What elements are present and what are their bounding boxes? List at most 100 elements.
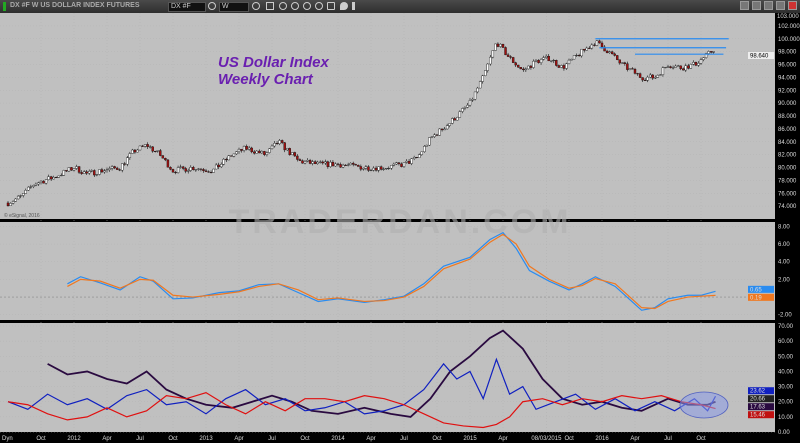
- candle-body: [438, 128, 441, 136]
- status-indicator: [3, 2, 6, 11]
- candle-body: [319, 161, 322, 163]
- candle-body: [659, 74, 662, 76]
- candle-body: [595, 40, 599, 46]
- symbol-select[interactable]: DX #F: [168, 2, 206, 12]
- candle-body: [49, 176, 53, 180]
- candle-body: [187, 170, 190, 172]
- candle-body: [400, 163, 403, 167]
- pencil-icon[interactable]: [266, 2, 274, 10]
- highlight-ellipse: [679, 391, 729, 419]
- candle-body: [616, 55, 619, 60]
- candle-body: [491, 50, 495, 58]
- y-tick-label: 94.000: [778, 75, 797, 81]
- candle-body: [275, 143, 279, 145]
- facebook-icon[interactable]: [352, 2, 355, 10]
- x-tick-label: Oct: [168, 436, 178, 442]
- candle-body: [385, 168, 388, 170]
- x-tick-label: Apr: [498, 436, 507, 442]
- candle-body: [461, 108, 464, 112]
- help-button[interactable]: [740, 1, 749, 10]
- candle-body: [433, 134, 436, 137]
- candle-body: [709, 51, 713, 53]
- x-tick-label: 2015: [463, 436, 477, 442]
- candle-body: [539, 59, 543, 63]
- candle-body: [184, 168, 187, 172]
- candle-body: [496, 43, 500, 47]
- x-tick-label: 2013: [199, 436, 213, 442]
- candle-body: [232, 153, 236, 157]
- candle-body: [154, 150, 157, 152]
- candle-body: [55, 177, 58, 179]
- search-icon[interactable]: [303, 2, 311, 10]
- candle-body: [95, 174, 99, 176]
- candle-body: [313, 161, 317, 164]
- candle-body: [456, 117, 459, 121]
- dyn-label: Dyn: [2, 436, 13, 442]
- chart-annotation-line2: Weekly Chart: [218, 71, 314, 88]
- candle-body: [245, 145, 248, 150]
- indicator-value-label: 23.62: [750, 389, 766, 395]
- candle-body: [451, 118, 454, 124]
- candle-body: [626, 63, 629, 70]
- close-button[interactable]: [788, 1, 797, 10]
- candle-body: [324, 161, 327, 164]
- candle-body: [654, 77, 657, 79]
- indicator-value-marker: [748, 387, 774, 395]
- link-icon[interactable]: [315, 2, 323, 10]
- candle-body: [321, 161, 324, 164]
- candle-body: [560, 65, 563, 68]
- candle-body: [263, 151, 266, 155]
- candle-body: [296, 155, 299, 160]
- candle-body: [108, 168, 111, 170]
- candle-body: [679, 65, 682, 69]
- twitter-icon[interactable]: [340, 2, 348, 10]
- zoom-icon[interactable]: [279, 2, 287, 10]
- candle-body: [547, 55, 550, 62]
- candle-body: [222, 158, 225, 165]
- candle-body: [82, 171, 86, 174]
- interval-select[interactable]: W: [219, 2, 249, 12]
- candle-body: [572, 55, 576, 60]
- panel-2-price-scale: [775, 222, 800, 320]
- maximize-button[interactable]: [776, 1, 785, 10]
- minimize-button[interactable]: [764, 1, 773, 10]
- settings-icon[interactable]: [291, 2, 299, 10]
- candle-body: [605, 50, 609, 53]
- candle-body: [463, 107, 467, 109]
- panel-2-series-2-line: [67, 233, 716, 310]
- y-tick-label: 40.00: [778, 369, 794, 375]
- window-title: DX #F W US DOLLAR INDEX FUTURES: [10, 2, 140, 9]
- y-tick-label: 70.00: [778, 324, 794, 330]
- panel-2-series-1-line: [67, 231, 716, 311]
- candle-body: [362, 168, 365, 170]
- candle-body: [118, 169, 121, 171]
- symbol-refresh-icon[interactable]: [208, 2, 216, 10]
- candle-body: [613, 53, 616, 56]
- y-tick-label: 88.000: [778, 114, 797, 120]
- interval-refresh-icon[interactable]: [252, 2, 260, 10]
- candle-body: [161, 155, 165, 159]
- candle-body: [542, 57, 545, 60]
- comment-icon[interactable]: [327, 2, 335, 10]
- y-tick-label: 0.00: [778, 430, 790, 436]
- y-tick-label: 92.000: [778, 88, 797, 94]
- chart-area[interactable]: TRADERDAN.COM US Dollar Index Weekly Cha…: [0, 13, 800, 443]
- restore-button[interactable]: [752, 1, 761, 10]
- candle-body: [687, 65, 690, 69]
- candle-body: [141, 145, 144, 147]
- candle-body: [395, 162, 398, 165]
- candle-body: [600, 42, 604, 48]
- candle-body: [565, 63, 568, 69]
- candle-body: [656, 74, 660, 78]
- candle-body: [674, 65, 677, 68]
- candle-body: [14, 198, 17, 202]
- candle-body: [253, 151, 256, 154]
- candle-body: [689, 64, 693, 69]
- candle-body: [522, 68, 525, 71]
- candle-body: [268, 148, 271, 153]
- indicator-value-marker: [748, 293, 774, 301]
- candle-body: [397, 162, 401, 165]
- candle-body: [407, 160, 411, 164]
- candle-body: [265, 152, 269, 155]
- candle-body: [346, 164, 350, 166]
